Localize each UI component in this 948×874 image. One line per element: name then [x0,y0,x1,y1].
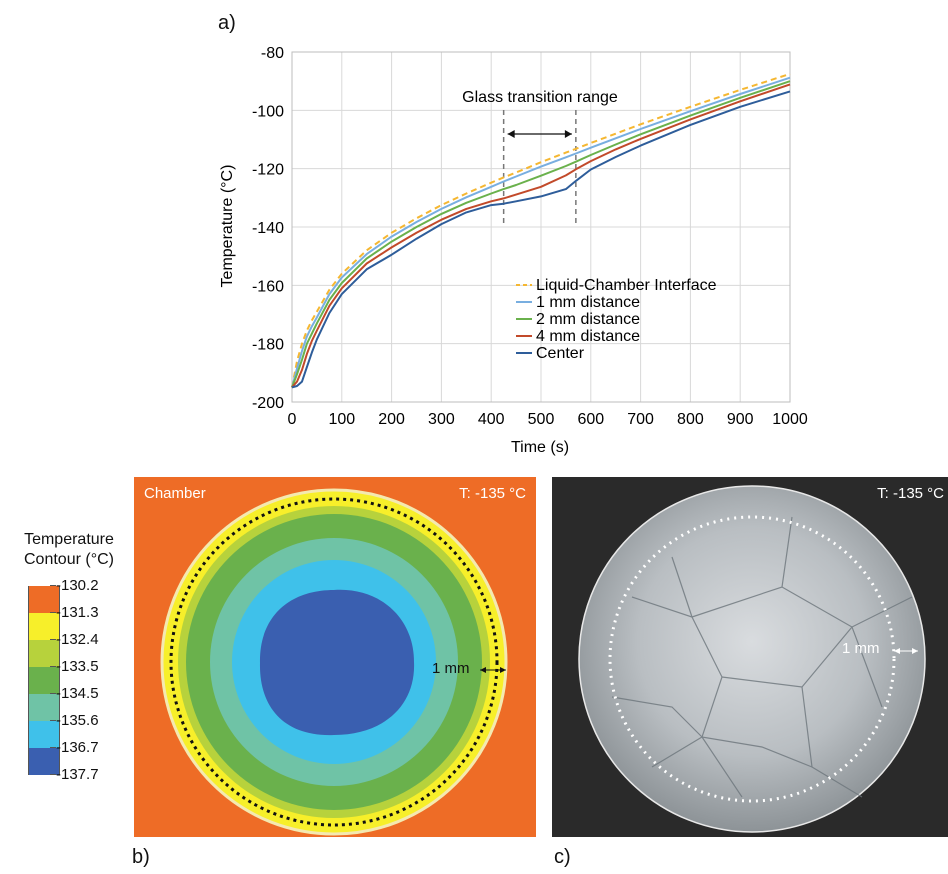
contour-colormap: -130.2 -131.3 -132.4 -133.5 -134.5 -135.6 -136… [8,578,130,808]
series-line [291,80,791,388]
chamber-label: Chamber [144,485,206,502]
contour-legend: Temperature Contour (°C) -130.2 -131.3 -13… [8,530,130,808]
series-line [291,83,791,389]
colormap-tick-label: -136.7 [50,739,99,756]
series-line [291,72,791,388]
y-tick-label: -180 [252,337,284,354]
legend-label: 2 mm distance [536,311,640,328]
x-tick-label: 100 [328,411,355,428]
legend-label: Liquid-Chamber Interface [536,277,717,294]
x-tick-label: 400 [478,411,505,428]
colormap-swatch [28,748,60,775]
colormap-tick-label: -135.6 [50,712,99,729]
y-tick-label: -160 [252,278,284,295]
panel-label-b: b) [132,846,150,868]
temperature-label-c: T: -135 °C [877,485,944,502]
legend-label: 1 mm distance [536,294,640,311]
x-tick-label: 600 [577,411,604,428]
plot-frame [291,51,791,403]
colormap-tick-label: -131.3 [50,604,99,621]
x-tick-label: 0 [288,411,297,428]
droplet [578,485,926,833]
colormap-tick-label: -133.5 [50,658,99,675]
panel-label-c: c) [554,846,571,868]
panel-label-a: a) [218,12,236,34]
y-tick-label: -140 [252,220,284,237]
annotation-arrowhead-right [564,130,572,138]
x-tick-label: 300 [428,411,455,428]
x-tick-label: 700 [627,411,654,428]
x-tick-label: 1000 [772,411,808,428]
y-tick-label: -100 [252,103,284,120]
y-tick-label: -80 [261,45,284,62]
colormap-tick-label: -137.7 [50,766,99,783]
contour-simulation-panel: Chamber T: -135 °C 1 mm [134,477,536,837]
x-axis-label: Time (s) [511,439,569,456]
dotted-boundary-c [608,515,896,803]
annotation-label: Glass transition range [462,89,618,106]
contour-legend-title-1: Temperature [24,531,114,548]
colormap-tick-label: -130.2 [50,577,99,594]
colormap-swatch [28,667,60,694]
series-line [291,90,791,389]
sample-image [552,477,948,837]
dotted-boundary [169,497,499,827]
chart-axes: 0 100 200 300 400 500 600 700 800 900 1000 -200 -180… [252,45,808,428]
core-blue [259,589,415,736]
chart-grid [291,51,791,403]
crack-pattern [611,516,913,798]
colormap-swatch [28,613,60,640]
line-chart: 0 100 200 300 400 500 600 700 800 900 1000 -200 -180… [219,45,808,456]
colormap-swatch [28,586,60,613]
contour-legend-title-2: Contour (°C) [24,551,114,568]
colormap-swatch [28,640,60,667]
y-axis-label: Temperature (°C) [219,165,236,288]
annotation-arrowhead-left [507,130,515,138]
chart-series [291,72,791,389]
x-tick-label: 200 [378,411,405,428]
contour-rings [160,488,508,836]
legend-label: 4 mm distance [536,328,640,345]
colormap-tick-label: -132.4 [50,631,99,648]
temperature-label-b: T: -135 °C [459,485,526,502]
microscope-image-panel: T: -135 °C 1 mm [552,477,948,837]
distance-label-c: 1 mm [842,640,880,657]
legend-label: Center [536,345,585,362]
colormap-tick-label: -134.5 [50,685,99,702]
distance-label-b: 1 mm [432,660,470,677]
x-tick-label: 900 [727,411,754,428]
x-tick-label: 800 [677,411,704,428]
colormap-swatch [28,694,60,721]
x-tick-label: 500 [528,411,555,428]
y-tick-label: -200 [252,395,284,412]
y-tick-label: -120 [252,162,284,179]
colormap-swatch [28,721,60,748]
series-line [291,76,791,388]
